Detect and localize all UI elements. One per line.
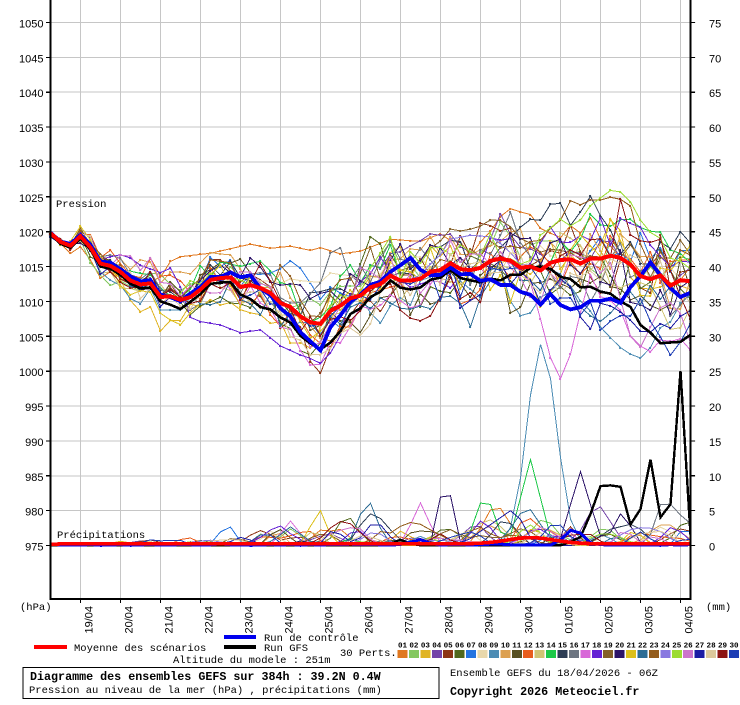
svg-text:Run de contrôle: Run de contrôle (264, 633, 359, 645)
svg-text:50: 50 (709, 193, 721, 205)
svg-text:Ensemble GEFS du 18/04/2026 -: Ensemble GEFS du 18/04/2026 - 06Z (450, 668, 658, 680)
svg-text:28/04: 28/04 (444, 606, 456, 634)
svg-text:1050: 1050 (19, 19, 43, 31)
svg-text:980: 980 (25, 507, 43, 519)
svg-text:75: 75 (709, 19, 721, 31)
svg-text:22/04: 22/04 (204, 606, 216, 634)
svg-text:22: 22 (638, 643, 648, 651)
svg-text:1005: 1005 (19, 332, 43, 344)
svg-text:14: 14 (547, 643, 557, 651)
svg-text:1025: 1025 (19, 193, 43, 205)
svg-text:0: 0 (709, 542, 715, 554)
svg-text:65: 65 (709, 88, 721, 100)
svg-text:06: 06 (455, 643, 465, 651)
svg-text:03: 03 (421, 643, 431, 651)
svg-text:1015: 1015 (19, 263, 43, 275)
svg-text:27/04: 27/04 (404, 606, 416, 634)
svg-text:30: 30 (709, 332, 721, 344)
svg-text:Moyenne des scénarios: Moyenne des scénarios (74, 643, 206, 655)
svg-text:1035: 1035 (19, 123, 43, 135)
svg-text:12: 12 (524, 643, 534, 651)
svg-text:01: 01 (398, 643, 408, 651)
svg-text:1000: 1000 (19, 367, 43, 379)
svg-text:15: 15 (558, 643, 568, 651)
svg-text:1040: 1040 (19, 88, 43, 100)
svg-text:Altitude du modele : 251m: Altitude du modele : 251m (173, 655, 331, 667)
svg-text:02/05: 02/05 (604, 606, 616, 634)
svg-text:17: 17 (581, 643, 591, 651)
svg-text:40: 40 (709, 263, 721, 275)
svg-text:28: 28 (707, 643, 717, 651)
svg-text:10: 10 (501, 643, 511, 651)
svg-text:20: 20 (615, 643, 625, 651)
svg-text:09: 09 (489, 643, 499, 651)
svg-text:Run GFS: Run GFS (264, 643, 308, 655)
svg-text:19/04: 19/04 (84, 606, 96, 634)
svg-text:1045: 1045 (19, 53, 43, 65)
svg-text:23: 23 (649, 643, 659, 651)
svg-text:08: 08 (478, 643, 488, 651)
svg-text:03/05: 03/05 (644, 606, 656, 634)
svg-text:55: 55 (709, 158, 721, 170)
svg-text:16: 16 (569, 643, 579, 651)
svg-text:975: 975 (25, 542, 43, 554)
svg-text:13: 13 (535, 643, 545, 651)
svg-text:23/04: 23/04 (244, 606, 256, 634)
svg-text:10: 10 (709, 472, 721, 484)
svg-text:30 Perts.: 30 Perts. (340, 648, 397, 660)
svg-text:15: 15 (709, 437, 721, 449)
svg-text:24/04: 24/04 (284, 606, 296, 634)
svg-text:Précipitations: Précipitations (57, 530, 145, 542)
svg-text:5: 5 (709, 507, 715, 519)
svg-text:26: 26 (684, 643, 694, 651)
svg-text:985: 985 (25, 472, 43, 484)
svg-text:(mm): (mm) (706, 602, 731, 614)
svg-text:35: 35 (709, 297, 721, 309)
svg-text:11: 11 (512, 643, 522, 651)
svg-text:Copyright 2026 Meteociel.fr: Copyright 2026 Meteociel.fr (450, 685, 639, 699)
svg-text:Diagramme des ensembles GEFS s: Diagramme des ensembles GEFS sur 384h : … (30, 670, 382, 684)
svg-text:19: 19 (604, 643, 614, 651)
svg-text:01/05: 01/05 (564, 606, 576, 634)
svg-text:07: 07 (467, 643, 477, 651)
svg-text:27: 27 (695, 643, 705, 651)
svg-text:29: 29 (718, 643, 728, 651)
svg-text:21/04: 21/04 (164, 606, 176, 634)
svg-text:995: 995 (25, 402, 43, 414)
svg-text:45: 45 (709, 228, 721, 240)
svg-text:18: 18 (592, 643, 602, 651)
svg-text:25: 25 (709, 367, 721, 379)
svg-text:Pression au niveau de la mer (: Pression au niveau de la mer (hPa) , pré… (29, 685, 382, 697)
svg-text:60: 60 (709, 123, 721, 135)
svg-text:05: 05 (444, 643, 454, 651)
svg-text:02: 02 (409, 643, 419, 651)
svg-text:(hPa): (hPa) (20, 602, 52, 614)
svg-text:1010: 1010 (19, 297, 43, 309)
svg-text:30/04: 30/04 (524, 606, 536, 634)
svg-text:20/04: 20/04 (124, 606, 136, 634)
svg-text:990: 990 (25, 437, 43, 449)
svg-text:1030: 1030 (19, 158, 43, 170)
svg-text:29/04: 29/04 (484, 606, 496, 634)
svg-text:20: 20 (709, 402, 721, 414)
svg-text:1020: 1020 (19, 228, 43, 240)
svg-text:21: 21 (627, 643, 637, 651)
svg-text:30: 30 (729, 643, 739, 651)
svg-text:25: 25 (672, 643, 682, 651)
svg-text:Pression: Pression (56, 199, 106, 211)
svg-text:70: 70 (709, 53, 721, 65)
svg-text:04/05: 04/05 (684, 606, 696, 634)
svg-text:04: 04 (432, 643, 442, 651)
svg-text:24: 24 (661, 643, 671, 651)
svg-text:26/04: 26/04 (364, 606, 376, 634)
svg-text:25/04: 25/04 (324, 606, 336, 634)
